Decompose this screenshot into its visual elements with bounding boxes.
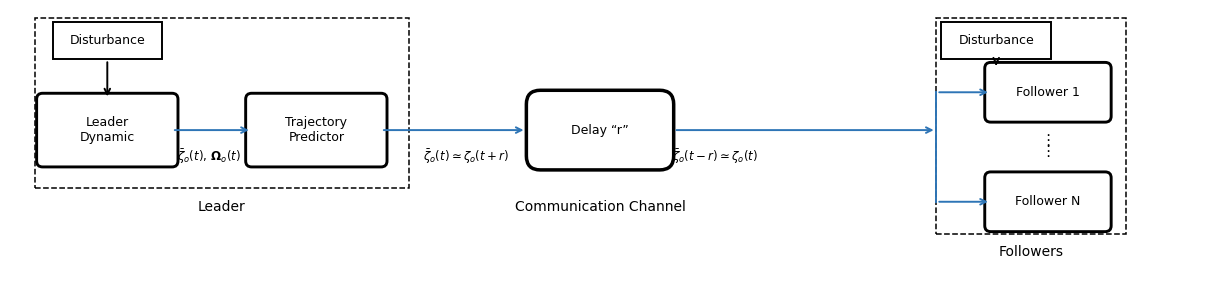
Text: Leader: Leader xyxy=(198,200,246,214)
Text: Trajectory
Predictor: Trajectory Predictor xyxy=(285,116,348,144)
FancyBboxPatch shape xyxy=(246,93,387,167)
FancyBboxPatch shape xyxy=(985,63,1111,122)
Text: Communication Channel: Communication Channel xyxy=(515,200,686,214)
Text: $\bar{\zeta}_o(t),\,\mathbf{\Omega}_o(t)$: $\bar{\zeta}_o(t),\,\mathbf{\Omega}_o(t)… xyxy=(177,148,241,166)
FancyBboxPatch shape xyxy=(985,172,1111,232)
Text: $\bar{\zeta}_o(t-r)\simeq\zeta_o(t)$: $\bar{\zeta}_o(t-r)\simeq\zeta_o(t)$ xyxy=(671,148,758,166)
Text: Disturbance: Disturbance xyxy=(69,34,145,47)
FancyBboxPatch shape xyxy=(526,90,674,170)
Text: Follower N: Follower N xyxy=(1016,195,1081,208)
Text: ⋮: ⋮ xyxy=(1040,144,1056,159)
FancyBboxPatch shape xyxy=(36,93,178,167)
FancyBboxPatch shape xyxy=(942,22,1051,59)
Text: $\bar{\zeta}_o(t)\simeq\zeta_o(t+r)$: $\bar{\zeta}_o(t)\simeq\zeta_o(t+r)$ xyxy=(423,148,509,166)
Text: Delay “r”: Delay “r” xyxy=(571,124,629,137)
Text: Followers: Followers xyxy=(999,246,1064,259)
Text: Leader
Dynamic: Leader Dynamic xyxy=(80,116,135,144)
FancyBboxPatch shape xyxy=(52,22,162,59)
Text: ⋮: ⋮ xyxy=(1040,133,1056,148)
Bar xyxy=(937,18,1126,234)
Text: Follower 1: Follower 1 xyxy=(1016,86,1080,99)
Text: Disturbance: Disturbance xyxy=(959,34,1034,47)
Bar xyxy=(35,18,408,188)
